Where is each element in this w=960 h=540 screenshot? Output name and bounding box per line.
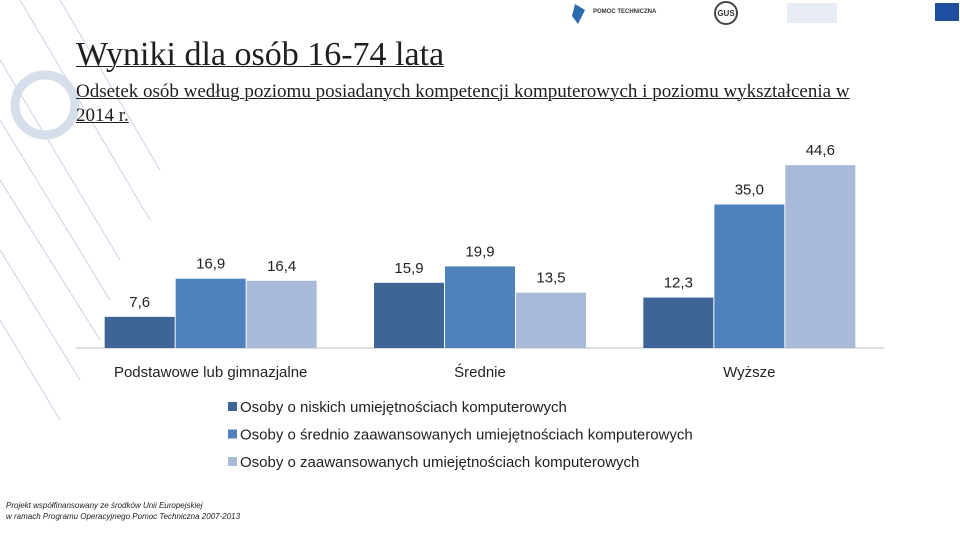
legend-label: Osoby o średnio zaawansowanych umiejętno… (240, 427, 693, 444)
background-decoration (0, 0, 161, 421)
logo-mark (572, 4, 585, 24)
logo-text: POMOC TECHNICZNA (593, 9, 657, 15)
eu-flag (935, 3, 959, 21)
footer: Projekt współfinansowany ze środków Unii… (6, 500, 240, 522)
footer-line: w ramach Programu Operacyjnego Pomoc Tec… (6, 512, 241, 521)
logo-mark (787, 3, 837, 23)
data-label: 7,6 (129, 294, 150, 311)
logo-text: GUS (717, 9, 735, 18)
data-label: 16,4 (267, 258, 296, 275)
bar (104, 316, 175, 348)
x-tick-label: Średnie (454, 363, 506, 381)
data-label: 35,0 (735, 182, 764, 199)
bar (714, 204, 785, 348)
bar (445, 266, 515, 348)
bar (246, 280, 317, 348)
legend-swatch (228, 457, 237, 466)
bar (175, 278, 246, 348)
logo-mark (714, 1, 738, 25)
x-tick-label: Podstawowe lub gimnazjalne (114, 364, 307, 381)
legend-label: Osoby o niskich umiejętnościach komputer… (240, 399, 567, 416)
bar (785, 165, 856, 348)
legend-swatch (228, 429, 237, 439)
bar (374, 282, 444, 348)
footer-line: Projekt współfinansowany ze środków Unii… (6, 501, 203, 510)
title: Wyniki dla osób 16-74 lata (76, 36, 445, 73)
data-label: 16,9 (196, 256, 225, 273)
legend-swatch (228, 402, 237, 411)
x-tick-label: Wyższe (723, 364, 775, 381)
logos: POMOC TECHNICZNA GUS (572, 1, 959, 25)
bar (516, 292, 586, 348)
data-label: 19,9 (465, 243, 494, 260)
data-label: 44,6 (806, 142, 835, 159)
at-decoration (10, 70, 80, 140)
legend-label: Osoby o zaawansowanych umiejętnościach k… (240, 454, 639, 471)
subtitle: Odsetek osób według poziomu posiadanych … (76, 81, 850, 126)
data-label: 12,3 (664, 275, 693, 292)
data-label: 15,9 (394, 260, 423, 277)
data-label: 13,5 (536, 270, 565, 287)
bar (643, 297, 714, 348)
